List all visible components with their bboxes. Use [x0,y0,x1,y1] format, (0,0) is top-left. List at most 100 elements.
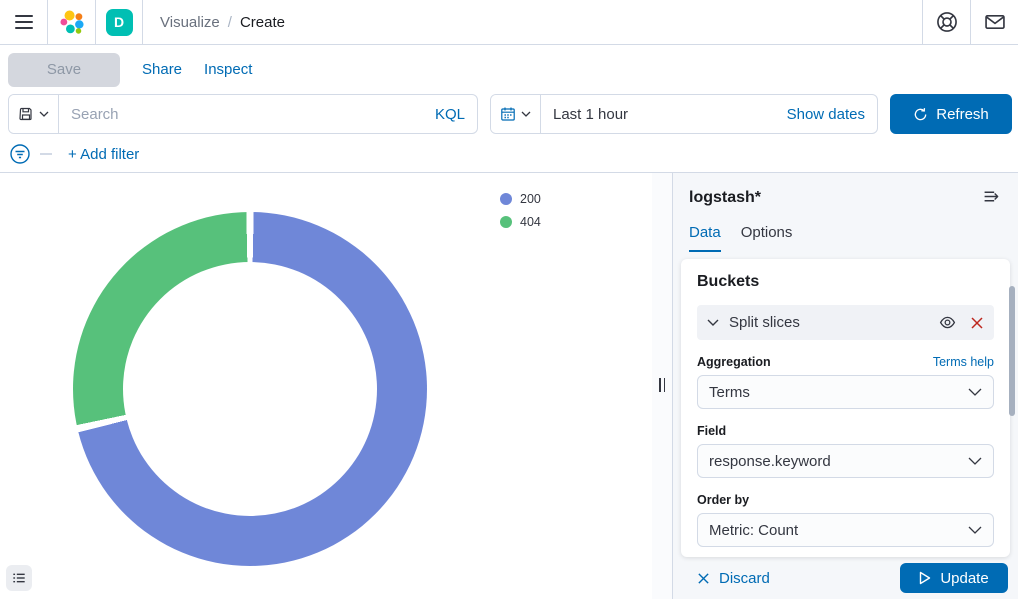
index-pattern-title: logstash* [689,189,762,206]
top-nav-bar: D Visualize / Create [0,0,1018,45]
calendar-icon [500,106,516,122]
play-icon [919,571,931,585]
query-bar: KQL Last 1 hour Show dates [0,94,1018,134]
config-side-panel: logstash* Data Options Buckets [672,173,1018,599]
date-quick-select-button[interactable] [491,95,541,133]
list-icon [12,571,26,585]
legend-label-200: 200 [520,192,541,206]
discard-button[interactable]: Discard [697,570,770,587]
search-input[interactable] [59,95,435,133]
separator [95,0,96,44]
date-picker-group: Last 1 hour Show dates [490,94,878,134]
order-by-label: Order by [697,493,750,507]
space-switcher[interactable]: D [96,0,142,44]
field-group: Field response.keyword [697,424,994,478]
order-by-value: Metric: Count [709,521,799,539]
saved-query-button[interactable] [9,95,59,133]
legend-toggle-button[interactable] [6,565,32,591]
query-language-button[interactable]: KQL [434,105,465,123]
time-range-value[interactable]: Last 1 hour [553,105,629,123]
tab-options[interactable]: Options [741,224,793,252]
refresh-button[interactable]: Refresh [890,94,1012,134]
discard-label: Discard [719,569,770,587]
buckets-card: Buckets Split slices [681,259,1010,557]
search-bar-group: KQL [8,94,478,134]
panel-footer: Discard Update [673,557,1018,599]
app-header: Save Share Inspect KQL [0,45,1018,173]
chevron-down-icon [707,319,719,326]
separator [922,0,923,44]
legend-dot-404 [500,216,512,228]
aggregation-select[interactable]: Terms [697,375,994,409]
chart-legend: 200 404 [500,192,541,229]
hamburger-menu-icon [14,15,33,29]
field-select[interactable]: response.keyword [697,444,994,478]
separator [47,0,48,44]
refresh-label: Refresh [936,105,989,123]
buckets-title: Buckets [697,273,760,290]
show-dates-button[interactable]: Show dates [787,106,877,123]
field-label: Field [697,424,727,438]
remove-bucket-button[interactable] [970,316,984,330]
panel-tabs: Data Options [689,224,1002,252]
tab-data[interactable]: Data [689,224,721,252]
eye-icon [939,314,956,331]
chevron-down-icon [968,457,982,465]
breadcrumb-create: Create [239,13,285,31]
main-content: 200 404 logstash* [0,173,1018,599]
panel-scrollbar[interactable] [1009,286,1015,416]
order-by-select[interactable]: Metric: Count [697,513,994,547]
update-label: Update [940,569,989,587]
legend-item-200[interactable]: 200 [500,192,541,206]
filter-options-button[interactable] [8,142,32,166]
resize-handle-icon [659,378,665,392]
red-cross-icon [970,316,984,330]
elastic-logo-icon [59,9,85,35]
menu-button[interactable] [0,0,47,44]
mail-envelope-icon [984,11,1006,33]
legend-label-404: 404 [520,215,541,229]
filter-divider [40,153,52,155]
add-filter-button[interactable]: + Add filter [68,145,140,163]
close-icon [697,572,710,585]
help-button[interactable] [923,0,970,44]
breadcrumb-visualize[interactable]: Visualize [160,13,220,31]
split-slices-accordion[interactable]: Split slices [697,305,994,340]
separator [142,0,143,44]
newsfeed-button[interactable] [971,0,1018,44]
save-disk-icon [18,106,34,122]
separator [970,0,971,44]
toolbar: Save Share Inspect [0,45,1018,94]
elastic-logo[interactable] [48,0,95,44]
aggregation-value: Terms [709,383,750,401]
aggregation-label: Aggregation [697,355,771,369]
terms-help-link[interactable]: Terms help [932,355,994,369]
split-slices-label: Split slices [729,314,800,331]
chevron-down-icon [521,111,531,117]
donut-chart[interactable] [73,212,427,566]
toggle-visibility-button[interactable] [939,314,956,331]
chevron-down-icon [39,111,49,117]
help-life-ring-icon [936,11,958,33]
legend-dot-200 [500,193,512,205]
nav-spacer [285,0,922,44]
chevron-down-icon [968,526,982,534]
legend-item-404[interactable]: 404 [500,215,541,229]
order-by-group: Order by Metric: Count [697,493,994,547]
space-avatar: D [105,8,133,36]
save-button[interactable]: Save [8,52,120,87]
collapse-panel-button[interactable] [981,186,1002,210]
panel-resize-divider[interactable] [652,173,672,599]
donut-hole [123,262,377,516]
breadcrumb-separator: / [227,13,232,31]
refresh-icon [913,107,928,122]
field-value: response.keyword [709,452,831,470]
filter-circle-icon [8,142,32,166]
visualization-area: 200 404 [0,173,652,599]
share-button[interactable]: Share [142,61,183,78]
inspect-button[interactable]: Inspect [204,61,253,78]
collapse-right-icon [983,188,1000,205]
chevron-down-icon [968,388,982,396]
filter-bar: + Add filter [0,136,1018,172]
update-button[interactable]: Update [900,563,1008,593]
